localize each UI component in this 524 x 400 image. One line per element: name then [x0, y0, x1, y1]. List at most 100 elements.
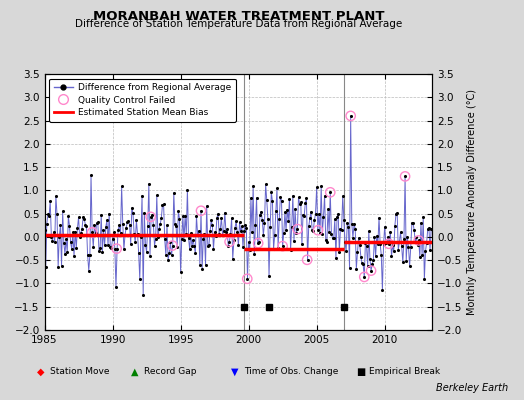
Point [282, 227, 290, 234]
Point [243, 276, 252, 282]
Point [223, 226, 231, 233]
Point [396, 229, 405, 235]
Point [413, 242, 422, 248]
Point [152, 192, 161, 198]
Point [259, 232, 268, 238]
Point [112, 284, 120, 290]
Point [197, 208, 205, 214]
Point [376, 240, 384, 247]
Point [217, 214, 226, 221]
Point [260, 220, 269, 226]
Point [88, 229, 96, 236]
Point [168, 242, 177, 249]
Point [56, 222, 64, 228]
Point [293, 226, 302, 232]
Point [197, 208, 205, 214]
Point [209, 246, 217, 252]
Point [418, 252, 427, 258]
Point [383, 239, 391, 246]
Text: ■: ■ [356, 367, 366, 377]
Point [50, 239, 59, 246]
Point [300, 213, 308, 219]
Point [184, 234, 193, 241]
Point [395, 239, 403, 245]
Point [231, 224, 239, 231]
Point [356, 242, 364, 248]
Point [277, 198, 286, 204]
Point [335, 248, 344, 255]
Point [367, 268, 375, 274]
Point [256, 212, 264, 218]
Point [412, 234, 421, 240]
Point [93, 220, 101, 226]
Point [205, 242, 213, 248]
Point [74, 214, 83, 220]
Point [199, 236, 208, 242]
Point [225, 239, 234, 245]
Point [342, 248, 351, 254]
Point [319, 213, 328, 220]
Point [387, 253, 396, 260]
Point [243, 276, 252, 282]
Point [103, 217, 111, 224]
Point [294, 194, 303, 201]
Point [212, 233, 220, 239]
Point [179, 213, 187, 220]
Point [130, 230, 138, 237]
Point [70, 253, 78, 259]
Point [373, 233, 381, 239]
Point [158, 202, 167, 208]
Point [273, 185, 281, 192]
Point [414, 237, 423, 244]
Point [327, 230, 335, 237]
Point [149, 222, 158, 228]
Point [174, 208, 182, 214]
Point [105, 210, 113, 217]
Point [303, 257, 311, 263]
Point [115, 222, 124, 228]
Point [241, 222, 249, 228]
Point [406, 263, 414, 269]
Point [55, 234, 63, 240]
Point [402, 258, 410, 264]
Point [422, 240, 431, 246]
Point [40, 226, 49, 233]
Point [351, 225, 359, 232]
Point [126, 241, 135, 247]
Point [102, 224, 110, 230]
Point [392, 210, 400, 217]
Point [96, 245, 104, 252]
Point [236, 228, 245, 234]
Point [411, 239, 420, 245]
Point [266, 224, 275, 231]
Point [329, 235, 337, 242]
Point [113, 246, 121, 252]
Point [164, 256, 172, 263]
Point [394, 247, 402, 253]
Point [247, 195, 255, 201]
Point [155, 226, 163, 233]
Point [414, 237, 423, 244]
Point [283, 206, 291, 213]
Point [337, 226, 346, 233]
Point [128, 204, 136, 211]
Point [244, 239, 253, 245]
Point [151, 235, 160, 242]
Point [225, 239, 234, 245]
Point [204, 243, 212, 250]
Point [367, 268, 375, 274]
Point [222, 229, 230, 235]
Point [182, 231, 190, 237]
Point [263, 197, 271, 204]
Point [375, 214, 383, 221]
Point [118, 220, 127, 227]
Point [215, 231, 223, 237]
Point [187, 230, 195, 236]
Point [46, 198, 54, 204]
Point [62, 236, 70, 242]
Point [423, 226, 432, 232]
Point [419, 214, 428, 220]
Point [211, 229, 219, 235]
Point [314, 227, 322, 234]
Point [86, 252, 94, 258]
